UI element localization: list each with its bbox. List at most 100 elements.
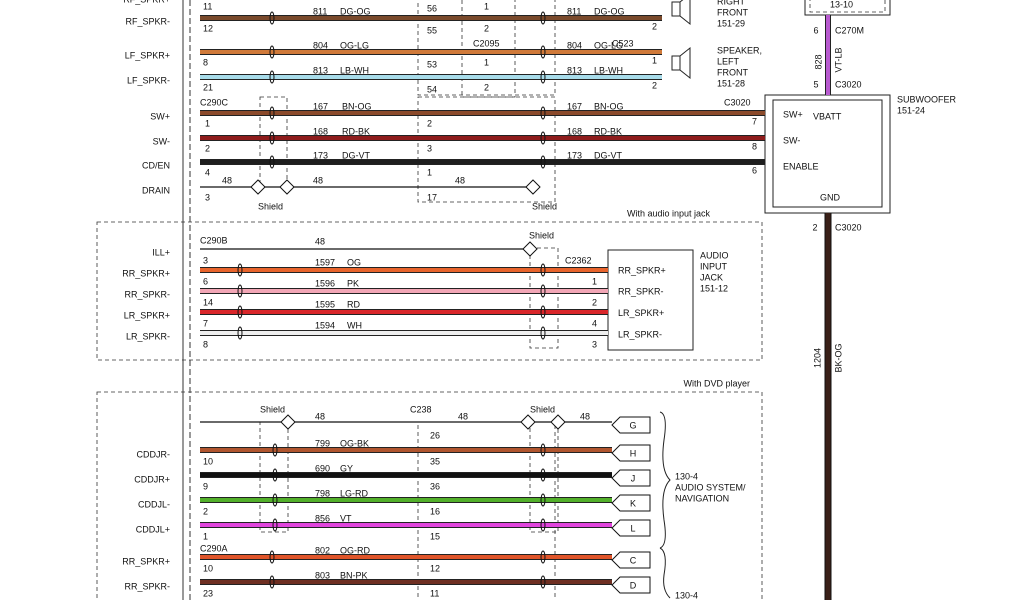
signal: RR_SPKR- <box>124 289 170 299</box>
module-pin: LR_SPKR+ <box>618 308 664 318</box>
terminal-id: J <box>631 473 636 483</box>
twist-mark <box>272 518 278 532</box>
pin: 4 <box>205 167 210 177</box>
far-circuit: 813 <box>567 65 582 75</box>
color-code: VT <box>340 513 352 523</box>
signal: RR_SPKR+ <box>122 556 170 566</box>
far-color-code: DG-OG <box>594 6 625 16</box>
component-label: RIGHT <box>717 0 746 6</box>
signal: CDDJL- <box>138 499 170 509</box>
pin: 6 <box>203 276 208 286</box>
color-code: BN-OG <box>342 101 372 111</box>
speaker-icon <box>671 0 691 80</box>
fuse-label: 13-10 <box>830 0 853 9</box>
jack-box <box>607 249 694 351</box>
component-label: 151-12 <box>700 283 728 293</box>
splice-pin: 11 <box>430 588 439 598</box>
component-label: 151-28 <box>717 78 745 88</box>
shield-mark <box>280 414 296 430</box>
color-code: OG-RD <box>340 545 370 555</box>
component-label: 130-4 <box>675 590 698 600</box>
pin: 3 <box>205 192 210 202</box>
twist-mark <box>269 11 275 25</box>
circuit: 811 <box>313 6 327 16</box>
pin: 10 <box>203 456 213 466</box>
far-color-code: OG-LG <box>594 40 623 50</box>
twist-mark <box>540 518 546 532</box>
terminal <box>611 469 651 487</box>
twist-mark <box>237 263 243 277</box>
signal: CDDJR- <box>137 449 171 459</box>
end-pin: 2 <box>652 21 657 31</box>
splice-pin: 3 <box>427 143 432 153</box>
connector-pin: 2 <box>484 82 489 92</box>
twist-mark <box>272 468 278 482</box>
splice-pin: 26 <box>430 430 440 440</box>
far-color-code: RD-BK <box>594 126 622 136</box>
circuit: 1204 <box>812 348 822 368</box>
splice-pin: 35 <box>430 456 440 466</box>
color-code: RD <box>347 299 360 309</box>
caption: With audio input jack <box>627 208 711 218</box>
twist-mark <box>269 550 275 564</box>
twist-mark <box>540 326 546 340</box>
twist-box <box>259 96 288 188</box>
twist-mark <box>237 326 243 340</box>
connector-id: C3020 <box>835 222 862 232</box>
pin: 14 <box>203 297 213 307</box>
twist-mark <box>540 106 546 120</box>
connector-id: C290A <box>200 543 228 553</box>
module-pin: RR_SPKR- <box>618 287 664 297</box>
circuit: 804 <box>313 40 328 50</box>
color-code: WH <box>347 320 362 330</box>
circuit: 1595 <box>315 299 335 309</box>
brace <box>659 411 671 549</box>
color-code: VT-LB <box>833 47 843 72</box>
splice-pin: 15 <box>430 531 440 541</box>
connector-id: C270M <box>835 25 864 35</box>
twist-mark <box>540 155 546 169</box>
color-code: BN-PK <box>340 570 368 580</box>
terminal-id: K <box>630 498 636 508</box>
circuit: 168 <box>313 126 328 136</box>
circuit: 690 <box>315 463 330 473</box>
shield-mark <box>525 179 541 195</box>
component-label: INPUT <box>700 261 728 271</box>
twist-mark <box>540 468 546 482</box>
twist-mark <box>540 575 546 589</box>
splice-pin: 54 <box>427 84 437 94</box>
circuit: 798 <box>315 488 330 498</box>
pin: 2 <box>205 143 210 153</box>
component-label: FRONT <box>717 7 748 17</box>
fuse-box <box>804 0 891 16</box>
twist-mark <box>269 70 275 84</box>
twist-mark <box>269 45 275 59</box>
pin: 8 <box>203 57 208 67</box>
connector-id: C3020 <box>835 79 862 89</box>
terminal <box>611 551 651 569</box>
color-code: DG-OG <box>340 6 371 16</box>
component-label: SUBWOOFER <box>897 94 957 104</box>
splice-pin: 1 <box>427 167 432 177</box>
circuit: 173 <box>313 150 328 160</box>
twist-mark <box>540 70 546 84</box>
splice-pin: 2 <box>427 118 432 128</box>
color-code: OG-LG <box>340 40 369 50</box>
pin: 1 <box>205 118 210 128</box>
twist-mark <box>269 155 275 169</box>
pin: 12 <box>203 23 213 33</box>
pin: 10 <box>203 563 213 573</box>
mid-circuit: 48 <box>455 175 465 185</box>
terminal <box>611 519 651 537</box>
signal: CD/EN <box>142 160 170 170</box>
shield-mark <box>550 414 566 430</box>
signal: RF_SPKR- <box>125 16 170 26</box>
color-code: OG <box>347 257 361 267</box>
color-code: BK-OG <box>833 343 843 372</box>
twist-mark <box>237 284 243 298</box>
color-code: PK <box>347 278 359 288</box>
component-label: 130-4 <box>675 471 698 481</box>
signal: LF_SPKR+ <box>125 50 170 60</box>
circuit: 1596 <box>315 278 335 288</box>
